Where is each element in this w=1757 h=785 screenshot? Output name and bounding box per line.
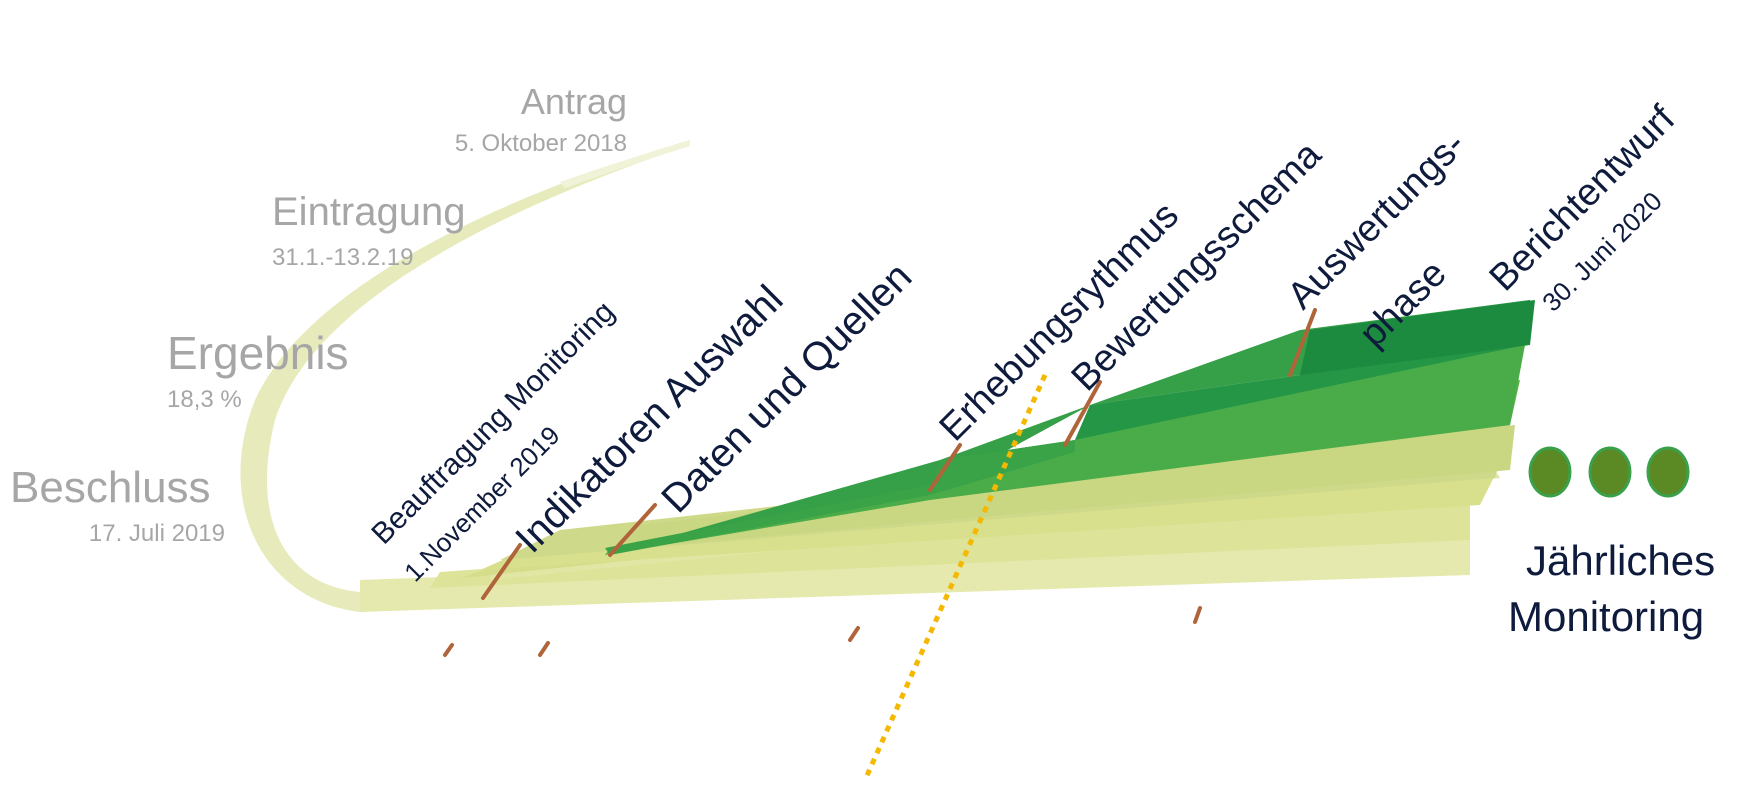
tick-bewertung <box>1063 380 1102 447</box>
milestone-beschluss-title: Beschluss <box>10 463 211 512</box>
tick-small-1 <box>443 643 454 657</box>
band-step-5 <box>1300 300 1535 375</box>
past-arc <box>240 140 690 612</box>
tick-daten <box>608 503 657 557</box>
step-daten <box>605 485 930 555</box>
tick-auswertung <box>1288 308 1317 377</box>
dot-1 <box>1528 446 1572 498</box>
annual-monitoring-line1: Jährliches <box>1526 537 1716 584</box>
tick-small-2 <box>538 641 550 657</box>
band-mid-green <box>610 425 1515 550</box>
milestone-eintragung-title: Eintragung <box>272 190 466 234</box>
tick-erhebung <box>928 443 962 492</box>
tick-small-4 <box>1193 606 1202 624</box>
tick-beauftragung <box>481 543 522 600</box>
annual-monitoring-line2: Monitoring <box>1508 593 1705 640</box>
timeline-ticks <box>443 308 1317 657</box>
milestone-eintragung-date: 31.1.-13.2.19 <box>272 244 414 271</box>
milestone-ergebnis-title: Ergebnis <box>167 327 349 379</box>
milestone-antrag-title: Antrag <box>520 81 627 122</box>
current-position-line <box>862 373 1048 782</box>
dot-2 <box>1588 446 1632 498</box>
dot-3 <box>1646 446 1690 498</box>
band-lightest <box>360 540 1470 612</box>
past-arc-fade <box>560 140 690 188</box>
milestone-antrag-date: 5. Oktober 2018 <box>454 130 627 157</box>
tick-small-3 <box>848 626 860 642</box>
milestone-beschluss-date: 17. Juli 2019 <box>88 520 225 547</box>
band-step-3 <box>605 300 1530 555</box>
milestone-ergebnis-date: 18,3 % <box>167 386 242 413</box>
